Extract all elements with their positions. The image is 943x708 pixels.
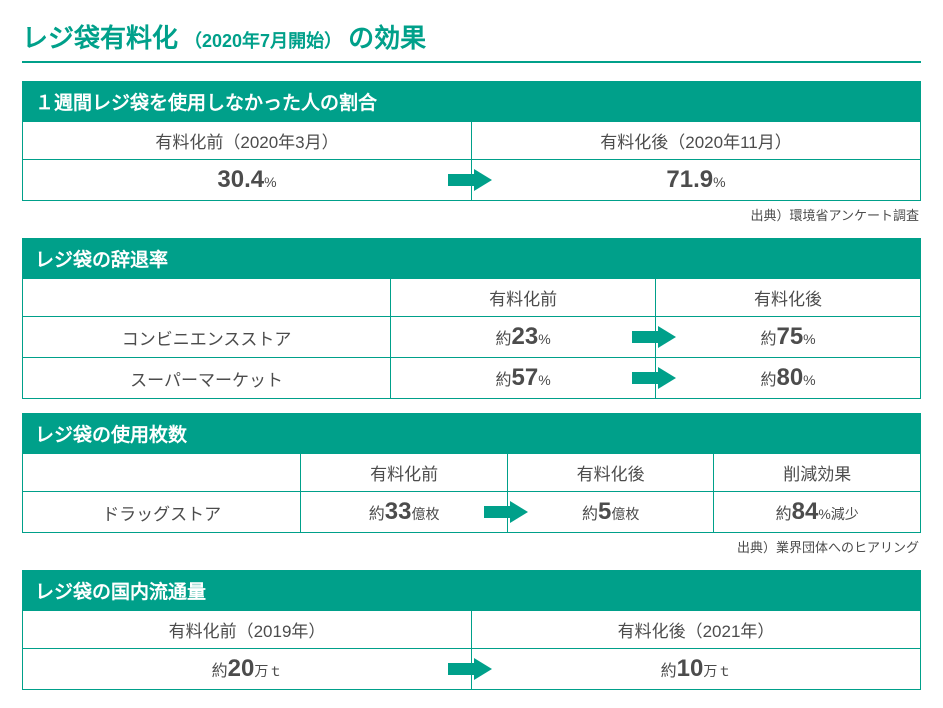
- num: 71.9: [666, 166, 713, 193]
- col-after: 有料化後: [656, 279, 921, 317]
- pre: 約: [369, 506, 385, 523]
- title-part-1: レジ袋有料化: [22, 18, 178, 55]
- col-after-label: 有料化後（2020年11月）: [472, 122, 921, 160]
- col-before-label: 有料化前（2019年）: [23, 611, 472, 649]
- pre: 約: [496, 372, 512, 389]
- effect-cell: 約84%減少: [714, 492, 921, 533]
- table-domestic-volume: レジ袋の国内流通量 有料化前（2019年） 有料化後（2021年） 約20万ｔ …: [22, 570, 921, 690]
- before-cell: 約23%: [391, 317, 656, 358]
- col-after: 有料化後: [507, 454, 714, 492]
- pre: 約: [582, 506, 598, 523]
- unit: %: [538, 331, 550, 347]
- after-cell: 約5億枚: [507, 492, 714, 533]
- after-cell: 約75%: [656, 317, 921, 358]
- unit: %: [713, 174, 725, 190]
- title-part-2: の効果: [348, 18, 426, 55]
- col-after-label: 有料化後（2021年）: [472, 611, 921, 649]
- page-title: レジ袋有料化 （2020年7月開始） の効果: [22, 18, 921, 63]
- pre: 約: [496, 331, 512, 348]
- table-header: レジ袋の辞退率: [23, 239, 921, 279]
- source-note: 出典）業界団体へのヒアリング: [22, 537, 919, 556]
- col-before-label: 有料化前（2020年3月）: [23, 122, 472, 160]
- unit: 億枚: [412, 506, 440, 522]
- num: 33: [385, 498, 412, 525]
- unit: %: [803, 331, 815, 347]
- unit: %: [264, 174, 276, 190]
- before-cell: 約20万ｔ: [23, 649, 472, 690]
- pre: 約: [760, 372, 776, 389]
- pre: 約: [760, 331, 776, 348]
- after-cell: 約10万ｔ: [472, 649, 921, 690]
- pre: 約: [776, 506, 792, 523]
- col-before: 有料化前: [301, 454, 508, 492]
- after-value: 71.9%: [666, 172, 725, 191]
- table-header: １週間レジ袋を使用しなかった人の割合: [23, 82, 921, 122]
- unit: %: [538, 372, 550, 388]
- unit: 億枚: [611, 506, 639, 522]
- unit: %減少: [818, 506, 858, 522]
- num: 75: [776, 323, 803, 350]
- before-cell: 約33億枚: [301, 492, 508, 533]
- num: 80: [776, 364, 803, 391]
- row-label: スーパーマーケット: [23, 358, 391, 399]
- table-row: コンビニエンスストア 約23% 約75%: [23, 317, 921, 358]
- table-decline-rate: レジ袋の辞退率 有料化前 有料化後 コンビニエンスストア 約23% 約75% ス…: [22, 238, 921, 399]
- source-note: 出典）環境省アンケート調査: [22, 205, 919, 224]
- after-cell: 約80%: [656, 358, 921, 399]
- before-value: 30.4%: [217, 172, 276, 191]
- num: 20: [228, 655, 255, 682]
- num: 23: [512, 323, 539, 350]
- unit: %: [803, 372, 815, 388]
- row-label: コンビニエンスストア: [23, 317, 391, 358]
- num: 5: [598, 498, 611, 525]
- unit: 万ｔ: [254, 663, 282, 679]
- table-nonuse-ratio: １週間レジ袋を使用しなかった人の割合 有料化前（2020年3月） 有料化後（20…: [22, 81, 921, 201]
- unit: 万ｔ: [703, 663, 731, 679]
- table-usage-count: レジ袋の使用枚数 有料化前 有料化後 削減効果 ドラッグストア 約33億枚 約5…: [22, 413, 921, 533]
- table-row: ドラッグストア 約33億枚 約5億枚 約84%減少: [23, 492, 921, 533]
- num: 57: [512, 364, 539, 391]
- num: 84: [792, 498, 819, 525]
- table-header: レジ袋の使用枚数: [23, 414, 921, 454]
- blank-cell: [23, 279, 391, 317]
- blank-cell: [23, 454, 301, 492]
- table-row: スーパーマーケット 約57% 約80%: [23, 358, 921, 399]
- before-value-cell: 30.4%: [23, 160, 472, 201]
- row-label: ドラッグストア: [23, 492, 301, 533]
- table-header: レジ袋の国内流通量: [23, 571, 921, 611]
- num: 30.4: [217, 166, 264, 193]
- num: 10: [677, 655, 704, 682]
- after-value-cell: 71.9%: [472, 160, 921, 201]
- title-sub: （2020年7月開始）: [184, 27, 342, 53]
- before-cell: 約57%: [391, 358, 656, 399]
- col-effect: 削減効果: [714, 454, 921, 492]
- col-before: 有料化前: [391, 279, 656, 317]
